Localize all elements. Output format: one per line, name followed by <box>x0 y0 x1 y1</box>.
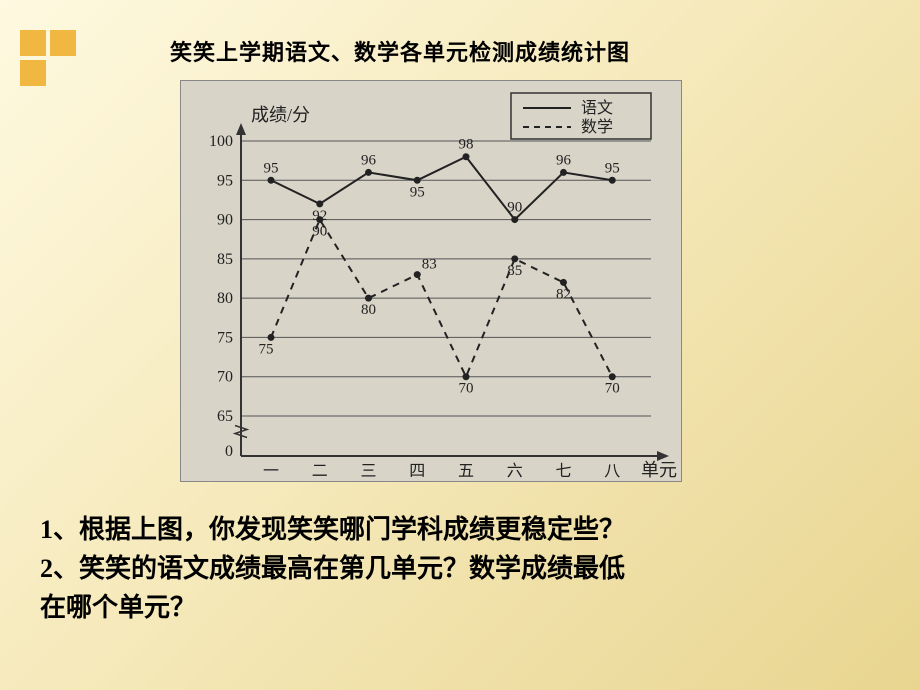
svg-text:一: 一 <box>263 463 279 480</box>
svg-text:六: 六 <box>507 462 523 480</box>
svg-text:95: 95 <box>217 172 233 189</box>
q2-prefix: 2、 <box>40 554 79 583</box>
svg-text:三: 三 <box>360 463 376 480</box>
svg-text:数学: 数学 <box>581 118 613 136</box>
svg-text:80: 80 <box>361 302 376 318</box>
question-2-cont: 在哪个单元？ <box>40 588 625 627</box>
svg-text:70: 70 <box>459 381 474 397</box>
q2-text-2: 在哪个单元？ <box>40 593 196 622</box>
svg-text:96: 96 <box>361 152 377 168</box>
svg-text:82: 82 <box>556 286 571 302</box>
svg-text:二: 二 <box>312 463 328 480</box>
svg-text:65: 65 <box>217 408 233 425</box>
page-title: 笑笑上学期语文、数学各单元检测成绩统计图 <box>170 35 630 67</box>
svg-text:四: 四 <box>409 463 425 480</box>
question-2: 2、笑笑的语文成绩最高在第几单元？数学成绩最低 <box>40 549 625 588</box>
logo-square <box>20 60 46 86</box>
svg-text:98: 98 <box>459 137 474 153</box>
chart-svg: 657075808590951000成绩/分单元一二三四五六七八95929695… <box>181 81 681 481</box>
svg-text:语文: 语文 <box>581 99 613 117</box>
svg-text:90: 90 <box>507 200 522 216</box>
svg-text:100: 100 <box>209 133 233 150</box>
svg-text:85: 85 <box>507 263 522 279</box>
q1-prefix: 1、 <box>40 515 79 544</box>
svg-text:80: 80 <box>217 290 233 307</box>
svg-text:五: 五 <box>458 463 474 480</box>
logo-square <box>50 30 76 56</box>
svg-text:70: 70 <box>217 369 233 386</box>
svg-text:75: 75 <box>217 329 233 346</box>
chart-area: 657075808590951000成绩/分单元一二三四五六七八95929695… <box>180 80 682 482</box>
logo-block <box>20 30 80 90</box>
svg-text:90: 90 <box>312 224 327 240</box>
q2-text-1: 笑笑的语文成绩最高在第几单元？数学成绩最低 <box>79 554 625 583</box>
svg-text:95: 95 <box>410 184 425 200</box>
question-block: 1、根据上图，你发现笑笑哪门学科成绩更稳定些？ 2、笑笑的语文成绩最高在第几单元… <box>40 510 625 627</box>
svg-text:单元: 单元 <box>641 460 677 480</box>
question-1: 1、根据上图，你发现笑笑哪门学科成绩更稳定些？ <box>40 510 625 549</box>
svg-text:85: 85 <box>217 251 233 268</box>
svg-text:成绩/分: 成绩/分 <box>251 105 310 125</box>
svg-text:95: 95 <box>605 160 620 176</box>
q1-text: 根据上图，你发现笑笑哪门学科成绩更稳定些？ <box>79 515 625 544</box>
svg-text:95: 95 <box>264 160 279 176</box>
svg-text:83: 83 <box>422 257 437 273</box>
svg-text:96: 96 <box>556 152 572 168</box>
svg-text:75: 75 <box>259 341 274 357</box>
svg-text:70: 70 <box>605 381 620 397</box>
logo-square <box>20 30 46 56</box>
svg-text:七: 七 <box>555 462 571 480</box>
svg-text:0: 0 <box>225 443 233 460</box>
svg-text:90: 90 <box>217 212 233 229</box>
svg-text:八: 八 <box>604 463 620 480</box>
